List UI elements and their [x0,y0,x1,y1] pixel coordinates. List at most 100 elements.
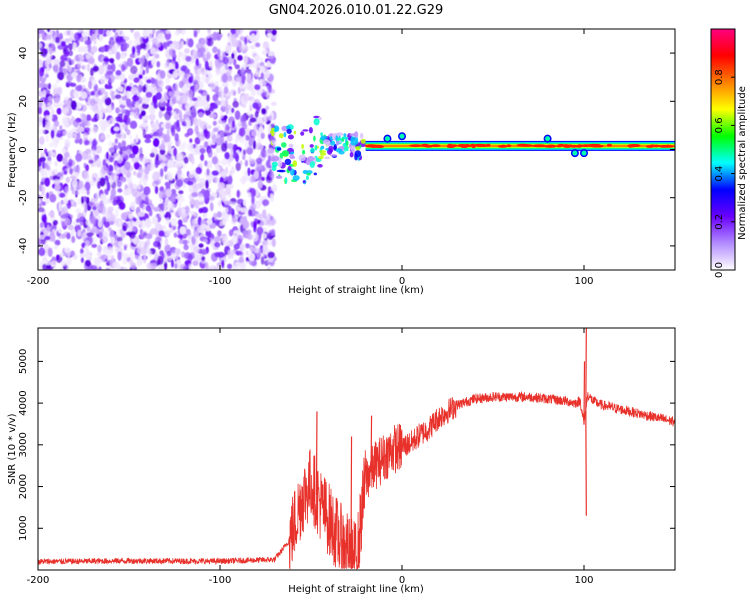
noise-cell [53,168,58,174]
noise-cell [154,236,162,242]
track-core [627,144,641,147]
noise-cell [53,139,59,149]
noise-cell [249,246,254,253]
noise-cell [38,198,42,204]
noise-cell [141,122,148,128]
noise-cell [167,256,173,261]
noise-cell [128,82,134,87]
noise-cell [72,41,77,51]
transition-cell [271,127,275,131]
noise-cell [150,121,158,130]
chart-title: GN04.2026.010.01.22.G29 [269,3,444,18]
noise-cell [226,135,233,142]
noise-cell [151,216,158,225]
noise-cell [232,152,239,160]
noise-cell [85,251,92,260]
noise-cell [218,182,225,190]
noise-cell [50,260,57,266]
noise-cell [220,142,228,152]
noise-cell [261,176,265,181]
noise-cell [207,37,214,47]
noise-cell [90,90,96,96]
noise-cell [146,79,152,84]
noise-cell [137,84,143,93]
noise-cell [242,149,246,156]
noise-cell [213,212,218,221]
noise-cell [269,215,274,221]
noise-cell [84,244,88,252]
noise-cell [227,159,232,168]
noise-cell [105,267,111,270]
noise-cell [78,53,83,60]
noise-cell [251,195,255,205]
track-core [543,145,557,148]
noise-cell [49,29,55,35]
noise-cell [144,158,149,164]
noise-cell [112,261,120,269]
noise-cell [147,60,152,66]
noise-cell [43,103,46,109]
noise-cell [73,90,80,99]
noise-cell [262,244,269,254]
noise-cell [74,139,80,144]
noise-cell [242,154,247,160]
transition-cell [320,152,327,156]
noise-cell [211,170,219,176]
transition-cell [290,151,295,155]
transition-cell [283,132,287,138]
noise-cell [44,148,48,155]
transition-cell [314,144,318,151]
noise-cell [242,63,249,68]
noise-cell [256,132,261,138]
transition-cell [277,160,283,168]
noise-cell [117,142,122,149]
noise-cell [108,140,113,147]
transition-cell [360,138,367,144]
transition-cell [302,169,308,175]
transition-cell [354,131,359,139]
noise-cell [102,159,107,168]
noise-cell [118,150,123,155]
noise-cell [154,160,159,169]
noise-cell [180,233,188,239]
transition-cell [298,154,306,162]
x-tick-label: 100 [574,575,593,586]
noise-cell [48,124,56,131]
noise-cell [60,214,68,219]
noise-cell [62,206,68,215]
noise-cell [231,107,235,114]
transition-cell [305,158,311,166]
transition-cell [276,147,282,151]
noise-cell [119,72,126,81]
noise-cell [70,250,75,257]
noise-cell [232,100,239,108]
noise-cell [45,54,53,60]
noise-cell [183,156,189,164]
noise-cell [108,147,115,153]
noise-cell [123,245,127,251]
noise-cell [197,68,202,75]
noise-cell [221,76,228,83]
noise-cell [43,229,49,238]
colorbar: 0.0 0.2 0.4 0.6 0.8 Normalized spectral ampl… [710,28,748,278]
track-core [446,145,456,149]
noise-cell [108,248,114,254]
noise-cell [107,206,114,212]
noise-cell [52,233,56,243]
noise-cell [129,120,138,129]
noise-cell [260,66,266,73]
noise-cell [105,29,112,37]
noise-cell [100,236,109,244]
noise-cell [88,201,96,207]
noise-cell [120,267,128,270]
noise-cell [188,101,195,106]
transition-cell [319,150,327,154]
noise-cell [144,218,152,228]
snr-spike [350,436,353,554]
noise-cell [239,36,245,41]
noise-cell [92,267,100,270]
track-core [562,144,570,147]
noise-cell [171,98,176,105]
noise-cell [234,110,241,120]
noise-cell [38,59,43,67]
